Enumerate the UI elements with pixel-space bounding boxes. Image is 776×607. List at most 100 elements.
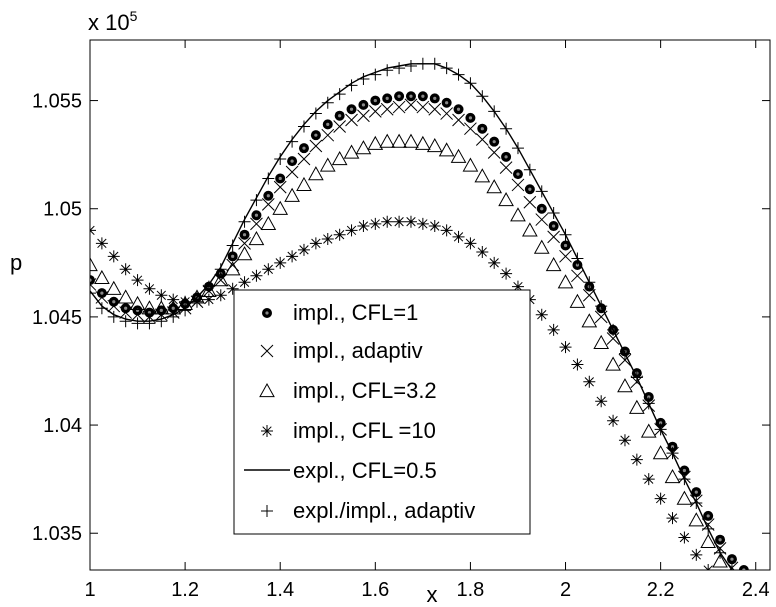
data-point <box>416 217 429 230</box>
data-point <box>345 113 358 127</box>
data-point <box>224 261 241 276</box>
data-point <box>131 308 144 322</box>
data-point <box>107 299 121 313</box>
legend-label-2: impl., CFL=3.2 <box>293 378 437 403</box>
data-point <box>464 77 477 90</box>
data-point-inner <box>349 107 354 111</box>
data-point <box>571 269 584 283</box>
data-point <box>167 310 180 323</box>
data-point <box>438 142 455 157</box>
x-axis-label: x <box>427 582 438 607</box>
legend-marker-5 <box>261 505 273 517</box>
axis-multiplier-exponent: 5 <box>130 8 138 24</box>
y-tick-label: 1.055 <box>32 91 82 113</box>
data-point <box>429 93 440 104</box>
data-point <box>153 300 170 315</box>
data-point <box>488 105 501 118</box>
data-point <box>416 57 429 70</box>
data-point <box>154 308 168 322</box>
data-point-inner <box>302 146 306 150</box>
data-point-inner <box>90 278 92 282</box>
data-point <box>404 98 418 112</box>
data-point <box>298 143 309 154</box>
data-point <box>155 315 168 328</box>
data-point <box>499 161 513 174</box>
data-point <box>239 229 250 240</box>
data-point <box>474 168 491 183</box>
data-point-inner <box>468 116 473 120</box>
legend-marker-0 <box>262 308 272 318</box>
data-point <box>678 473 691 486</box>
data-point <box>702 522 715 535</box>
x-tick-label: 2.4 <box>742 579 770 601</box>
data-point <box>547 207 560 220</box>
data-point <box>263 190 274 201</box>
data-point-inner <box>552 224 556 228</box>
data-point <box>441 97 452 108</box>
data-point <box>571 358 584 371</box>
data-point <box>369 217 382 230</box>
data-point <box>308 166 324 181</box>
data-point <box>238 215 251 228</box>
data-point <box>143 282 156 295</box>
data-point <box>476 246 489 258</box>
data-point <box>500 267 513 280</box>
data-point <box>95 237 108 250</box>
data-point <box>522 222 538 237</box>
data-point <box>90 278 97 291</box>
data-point <box>119 315 132 328</box>
data-point <box>607 323 620 336</box>
data-point <box>606 332 620 345</box>
data-point-inner <box>445 101 449 105</box>
data-point <box>403 133 419 148</box>
data-point <box>357 109 370 123</box>
data-point <box>559 341 572 354</box>
data-point <box>595 300 608 313</box>
data-point-inner <box>171 306 175 310</box>
legend-label-1: impl., adaptiv <box>293 338 423 363</box>
data-point-inner <box>742 568 746 570</box>
x-tick-label: 1.2 <box>171 579 199 601</box>
data-point <box>690 548 703 561</box>
data-point <box>593 334 610 349</box>
data-point <box>331 150 348 166</box>
data-point <box>212 272 229 287</box>
data-point <box>369 68 382 81</box>
data-point <box>90 224 96 237</box>
data-point-inner <box>385 96 389 101</box>
data-point <box>666 447 679 460</box>
legend-label-5: expl./impl., adaptiv <box>293 498 475 523</box>
data-point <box>107 250 120 263</box>
data-point <box>391 133 407 148</box>
data-point <box>630 371 643 384</box>
data-point <box>131 317 144 330</box>
data-point <box>702 564 715 570</box>
x-tick-label: 1.6 <box>361 579 389 601</box>
data-point <box>132 305 143 316</box>
data-point <box>557 274 574 289</box>
data-point <box>559 228 572 241</box>
data-point <box>129 295 146 311</box>
data-point <box>618 353 632 367</box>
data-point <box>321 128 335 142</box>
data-point <box>309 237 322 250</box>
data-point <box>498 192 514 207</box>
data-point <box>404 59 417 72</box>
data-point <box>141 300 158 315</box>
data-point <box>595 395 608 408</box>
data-point <box>285 165 299 179</box>
data-point <box>464 237 477 250</box>
data-point <box>415 135 431 150</box>
data-point <box>226 239 239 252</box>
legend-label-4: expl., CFL=0.5 <box>293 458 437 483</box>
data-point <box>726 554 737 565</box>
data-point <box>547 323 560 336</box>
data-point <box>654 492 667 505</box>
data-point <box>477 123 488 134</box>
data-point <box>476 90 489 103</box>
data-point <box>380 102 394 116</box>
data-point-inner <box>504 155 508 159</box>
data-point <box>511 142 524 155</box>
data-point <box>426 137 443 153</box>
